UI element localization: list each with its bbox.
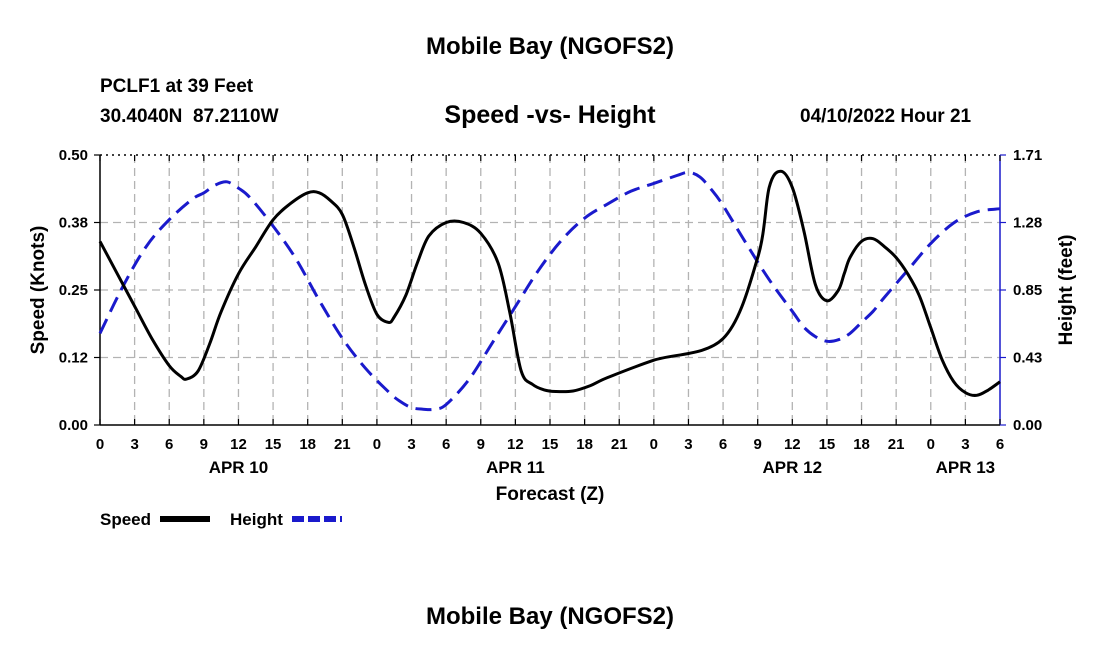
y-tick-label-left: 0.00	[59, 417, 88, 434]
legend-label-height: Height	[230, 510, 283, 529]
grid	[100, 154, 1000, 425]
x-tick-label: 15	[265, 436, 282, 453]
page-title-top: Mobile Bay (NGOFS2)	[425, 33, 675, 60]
x-axis-title: Forecast (Z)	[496, 484, 605, 505]
legend: Speed Height	[100, 510, 342, 529]
x-tick-label: 18	[299, 436, 316, 453]
y-tick-label-left: 0.38	[59, 215, 88, 232]
station-label: PCLF1 at 39 Feet	[100, 76, 254, 97]
x-tick-label: 15	[819, 436, 836, 453]
x-tick-label: 0	[650, 436, 658, 453]
series-line-speed	[98, 169, 1001, 397]
y-tick-label-right: 0.85	[1013, 282, 1042, 299]
x-tick-label: 9	[200, 436, 208, 453]
x-tick-label: 21	[888, 436, 905, 453]
x-tick-label: 0	[96, 436, 104, 453]
y-tick-label-left: 0.50	[59, 147, 88, 164]
series-line-height	[98, 170, 1001, 412]
x-tick-label: 15	[542, 436, 559, 453]
tick-labels: 0 3 6 9 12 15 18 21 0 3 6 9 12 15 18 21 0 3 6 9 12 15 18 21 0 3 60…	[28, 147, 1077, 505]
x-tick-label: 0	[927, 436, 935, 453]
axes	[94, 154, 1006, 426]
x-tick-label: 6	[719, 436, 727, 453]
x-tick-label: 21	[611, 436, 628, 453]
date-label: APR 13	[936, 458, 996, 477]
y-tick-label-right: 1.28	[1013, 215, 1042, 232]
x-tick-label: 9	[477, 436, 485, 453]
y-tick-label-left: 0.12	[59, 350, 88, 367]
x-tick-label: 3	[961, 436, 969, 453]
y-axis-title-right: Height (feet)	[1056, 235, 1077, 346]
x-tick-label: 3	[684, 436, 692, 453]
legend-label-speed: Speed	[100, 510, 151, 529]
x-tick-label: 18	[853, 436, 870, 453]
datetime-label: 04/10/2022 Hour 21	[800, 106, 972, 127]
x-tick-label: 6	[996, 436, 1004, 453]
y-tick-label-left: 0.25	[59, 282, 88, 299]
x-tick-label: 9	[754, 436, 762, 453]
y-axis-title-left: Speed (Knots)	[28, 226, 49, 355]
x-tick-label: 6	[165, 436, 173, 453]
x-tick-label: 18	[576, 436, 593, 453]
date-label: APR 10	[209, 458, 269, 477]
y-tick-label-right: 0.43	[1013, 350, 1042, 367]
y-tick-label-right: 1.71	[1013, 147, 1042, 164]
y-tick-label-right: 0.00	[1013, 417, 1042, 434]
x-tick-label: 3	[407, 436, 415, 453]
page-title-bottom: Mobile Bay (NGOFS2)	[425, 603, 675, 630]
x-tick-label: 3	[130, 436, 138, 453]
x-tick-label: 12	[507, 436, 524, 453]
series	[98, 169, 1001, 412]
x-tick-label: 6	[442, 436, 450, 453]
date-label: APR 12	[763, 458, 823, 477]
x-tick-label: 12	[784, 436, 801, 453]
chart-title: Speed -vs- Height	[444, 101, 656, 129]
date-label: APR 11	[486, 458, 545, 477]
x-tick-label: 0	[373, 436, 381, 453]
x-tick-label: 12	[230, 436, 247, 453]
coordinates-label: 30.4040N 87.2110W	[100, 106, 279, 127]
x-tick-label: 21	[334, 436, 351, 453]
